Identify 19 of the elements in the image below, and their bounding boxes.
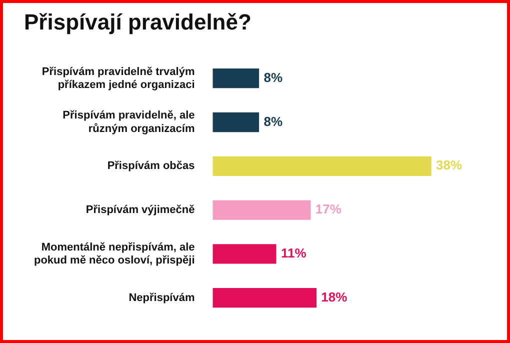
- data-label: 38%: [436, 158, 463, 173]
- data-label: 8%: [264, 114, 283, 129]
- y-tick-label: Přispívám pravidelně, ale různým organizacím: [62, 110, 195, 135]
- data-label: 17%: [315, 202, 342, 217]
- bar: [212, 288, 316, 308]
- y-tick-label: Nepřispívám: [128, 292, 195, 304]
- y-tick-label: Přispívám občas: [107, 160, 195, 172]
- y-tick-label: Přispívám výjimečně: [86, 204, 195, 216]
- data-label: 18%: [321, 289, 348, 304]
- y-tick-label: Přispívám pravidelně trvalým příkazem jedné organizaci: [42, 66, 195, 91]
- bar: [212, 156, 432, 176]
- data-label: 8%: [264, 70, 283, 85]
- bar: [212, 112, 260, 132]
- y-tick-label: Momentálně nepřispívám, ale pokud mě něco osloví, přispěji: [34, 241, 195, 267]
- bar: [212, 244, 276, 264]
- bar: [212, 68, 260, 88]
- data-label: 11%: [280, 246, 307, 261]
- bar: [212, 200, 311, 220]
- chart-title: Přispívají pravidelně?: [24, 9, 252, 34]
